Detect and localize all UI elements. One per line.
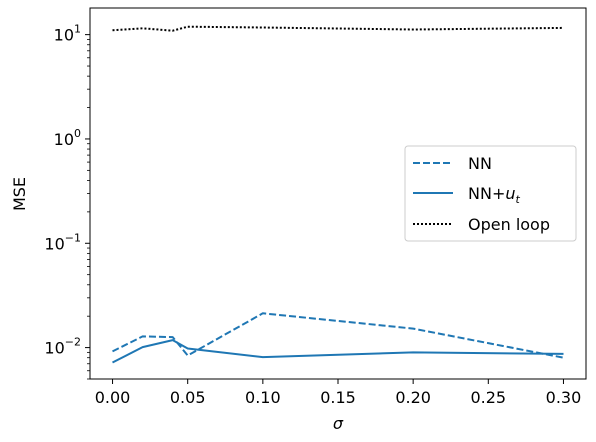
y-tick-label-exponent: −2 [65,336,81,349]
legend-label-nn: NN [468,154,492,173]
y-tick-label-base: 10 [44,234,64,253]
x-axis-ticks: 0.00 0.05 0.10 0.15 0.20 0.25 0.30 [95,379,582,407]
series-layer [112,25,564,364]
legend-label-nn-ut-u: u [505,184,515,203]
y-tick-label: 101 [54,23,81,45]
x-axis-label: σ [333,414,344,433]
legend-label-nn-ut-t: t [515,193,520,206]
y-tick-label: 10−1 [44,231,81,253]
x-tick-label: 0.10 [245,388,281,407]
x-tick-label: 0.20 [395,388,431,407]
legend: NN NN+ut Open loop [404,145,577,242]
y-minor-ticks [87,39,90,380]
legend-label-nn-ut: NN+ut [468,184,520,206]
series-line-open-loop [112,25,564,32]
series-line-nn-ut [112,339,564,364]
x-tick-label: 0.25 [470,388,506,407]
y-tick-label-base: 10 [44,339,64,358]
y-tick-label: 100 [54,127,81,149]
legend-label-nn-ut-main: NN+ [468,184,505,203]
y-tick-label-exponent: −1 [65,231,81,244]
legend-box [404,145,577,242]
y-axis-label: MSE [10,177,29,211]
x-tick-label: 0.00 [95,388,131,407]
y-tick-label: 10−2 [44,336,81,358]
legend-label-open-loop: Open loop [468,215,550,234]
y-tick-label-base: 10 [54,130,74,149]
y-tick-label-base: 10 [54,26,74,45]
x-tick-label: 0.15 [320,388,356,407]
x-tick-label: 0.05 [170,388,206,407]
x-tick-label: 0.30 [546,388,582,407]
y-tick-label-exponent: 1 [74,23,81,36]
y-tick-label-exponent: 0 [74,127,81,140]
series-line-nn [112,312,564,359]
